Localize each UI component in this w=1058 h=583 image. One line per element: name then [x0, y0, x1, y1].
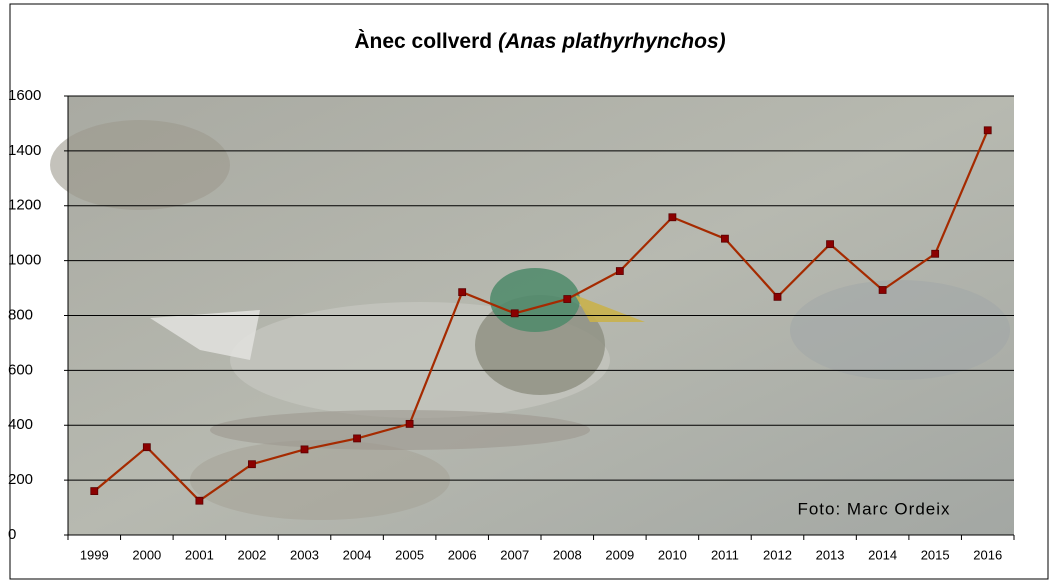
data-point — [931, 249, 940, 258]
x-tick-label: 1999 — [80, 547, 109, 562]
x-tick-label: 2002 — [237, 547, 266, 562]
data-point — [353, 434, 361, 443]
data-point — [563, 295, 572, 303]
x-tick-label: 2004 — [343, 547, 372, 562]
photo-background — [50, 96, 1014, 535]
photo-credit: Foto: Marc Ordeix — [797, 499, 950, 518]
x-tick-label: 2013 — [816, 547, 845, 562]
y-tick-label: 1600 — [8, 87, 41, 104]
x-tick-label: 2005 — [395, 547, 424, 562]
data-line — [93, 129, 989, 503]
data-point — [195, 496, 204, 505]
y-tick-label: 1200 — [8, 197, 41, 214]
chart-title: Ànec collverd (Anas plathyrhynchos) — [354, 30, 725, 53]
title-species: (Anas plathyrhynchos) — [498, 30, 726, 53]
x-tick-label: 2014 — [868, 547, 897, 562]
data-point — [668, 213, 677, 222]
y-tick-label: 200 — [8, 471, 33, 488]
data-point — [300, 445, 309, 454]
data-point — [510, 309, 519, 318]
x-tick-label: 2015 — [921, 547, 950, 562]
data-point — [458, 288, 467, 297]
data-point — [405, 419, 414, 428]
data-point — [773, 292, 782, 301]
y-tick-label: 1000 — [8, 252, 41, 269]
y-tick-label: 0 — [8, 526, 16, 543]
data-point — [615, 267, 624, 275]
data-point — [90, 487, 99, 496]
y-tick-label: 1400 — [8, 142, 41, 159]
x-tick-label: 2001 — [185, 547, 214, 562]
x-tick-label: 2008 — [553, 547, 582, 562]
data-point — [826, 240, 834, 249]
y-tick-label: 800 — [8, 306, 33, 323]
data-point — [248, 460, 256, 469]
data-point — [983, 126, 992, 135]
x-tick-label: 2003 — [290, 547, 319, 562]
data-point — [142, 443, 151, 452]
x-tick-label: 2000 — [132, 547, 161, 562]
x-tick-label: 2016 — [973, 547, 1002, 562]
x-tick-label: 2011 — [711, 547, 739, 562]
x-tick-label: 2010 — [658, 547, 687, 562]
y-tick-label: 400 — [8, 416, 33, 433]
x-tick-label: 2009 — [605, 547, 634, 562]
y-tick-label: 600 — [8, 361, 33, 378]
x-tick-label: 2007 — [500, 547, 529, 562]
data-point — [878, 286, 887, 294]
x-tick-label: 2012 — [763, 547, 792, 562]
title-main: Ànec collverd — [354, 30, 492, 53]
data-point — [721, 234, 729, 243]
x-tick-label: 2006 — [448, 547, 477, 562]
